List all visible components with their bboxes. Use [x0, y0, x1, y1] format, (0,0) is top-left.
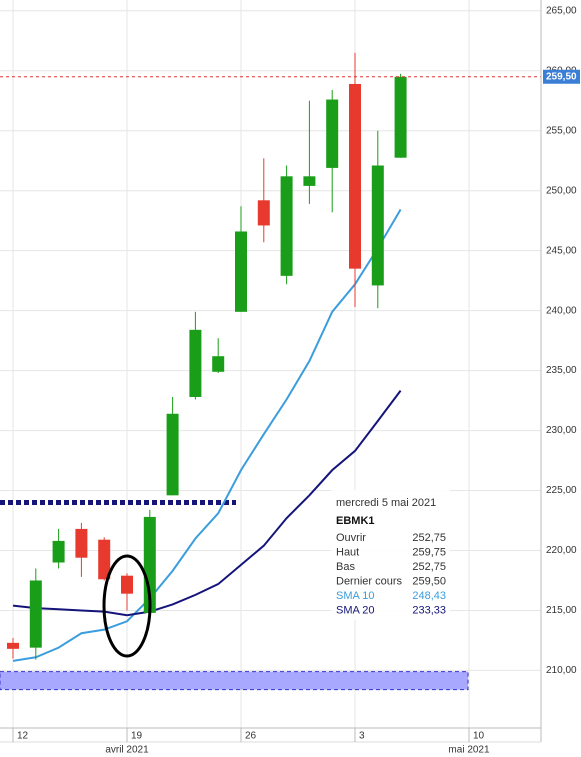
candle-body [29, 580, 42, 648]
tooltip-label: Dernier cours [336, 575, 403, 587]
tooltip-label: Ouvrir [336, 532, 366, 544]
candle-body [52, 540, 65, 563]
candle-body [98, 539, 111, 580]
tooltip-symbol: EBMK1 [336, 515, 375, 527]
tooltip-value: 252,75 [412, 532, 446, 544]
candle-body [166, 413, 179, 496]
candle-body [121, 575, 133, 594]
tooltip-label: SMA 20 [336, 604, 375, 616]
y-tick-label: 210,00 [546, 665, 577, 676]
y-tick-label: 225,00 [546, 485, 577, 496]
sma-line [12, 390, 402, 617]
y-tick-label: 240,00 [546, 305, 577, 316]
tooltip-label: Haut [336, 546, 359, 558]
tooltip-date: mercredi 5 mai 2021 [336, 497, 436, 509]
candle-body [394, 76, 407, 158]
y-tick-label: 215,00 [546, 605, 577, 616]
tooltip: mercredi 5 mai 2021 EBMK1 Ouvrir 252,75 Haut… [331, 490, 450, 620]
highlight-ellipse [102, 554, 152, 658]
candle-body [371, 165, 384, 286]
tooltip-value: 259,50 [412, 575, 446, 587]
month-label: avril 2021 [105, 745, 149, 756]
last-price-box [543, 69, 580, 84]
x-tick-label: 12 [17, 731, 29, 742]
tooltip-label: SMA 10 [336, 590, 375, 602]
candle-body [280, 176, 293, 276]
candle-body [7, 642, 19, 649]
x-tick-label: 10 [473, 731, 485, 742]
support-band [0, 671, 469, 691]
tooltip-value: 233,33 [412, 604, 446, 616]
candle-body [257, 200, 270, 226]
axes: 210,00 215,00 220,00 225,00 230,00 235,00 240,… [12, 5, 580, 756]
tooltip-value: 252,75 [412, 561, 446, 573]
candle-body [349, 83, 361, 269]
y-tick-label: 235,00 [546, 365, 577, 376]
x-tick-label: 26 [245, 731, 257, 742]
y-tick-label: 230,00 [546, 425, 577, 436]
tooltip-value: 248,43 [412, 590, 446, 602]
y-tick-label: 245,00 [546, 245, 577, 256]
tooltip-box [331, 490, 450, 620]
sma-line [12, 209, 402, 662]
y-tick-label: 265,00 [546, 5, 577, 16]
marks [0, 52, 541, 691]
tooltip-label: Bas [336, 561, 355, 573]
candle-body [143, 516, 156, 613]
candle-body [326, 99, 339, 168]
tooltip-value: 259,75 [412, 546, 446, 558]
candle-body [303, 176, 316, 186]
y-tick-label: 255,00 [546, 125, 577, 136]
candle-body [212, 356, 225, 372]
candle-body [235, 231, 247, 312]
y-tick-label: 250,00 [546, 185, 577, 196]
last-price-label: 259,50 [546, 71, 577, 82]
y-tick-label: 220,00 [546, 545, 577, 556]
x-tick-label: 3 [359, 731, 365, 742]
candle-body [75, 528, 88, 558]
x-tick-label: 19 [131, 731, 143, 742]
month-label: mai 2021 [448, 745, 490, 756]
candle-body [189, 329, 202, 397]
